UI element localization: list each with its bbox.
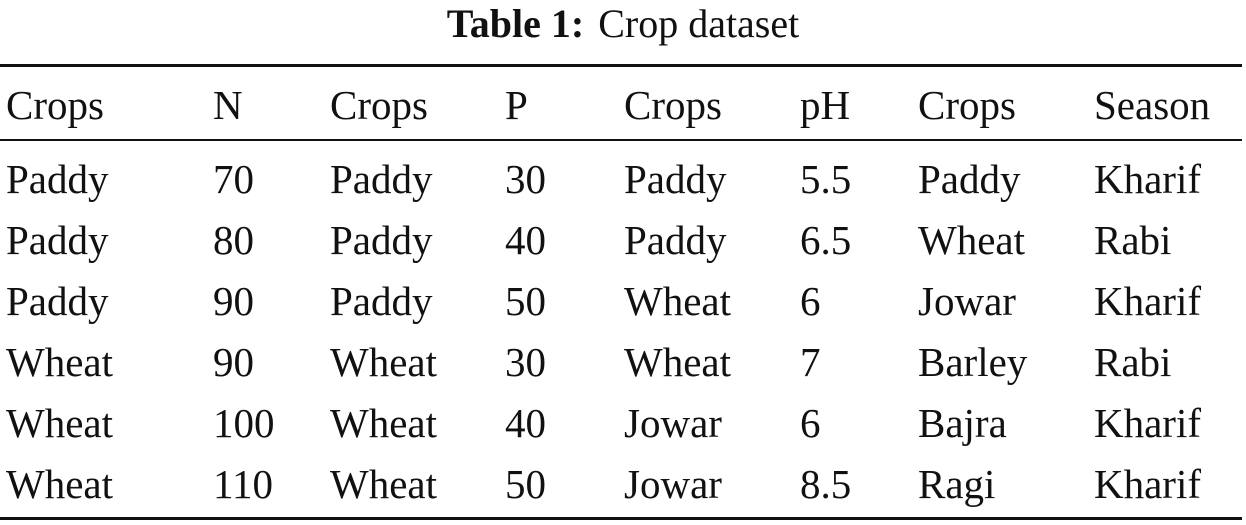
- bottom-rule: [0, 517, 1242, 520]
- table-cell: Paddy: [624, 155, 727, 202]
- table-cell: Rabi: [1094, 216, 1172, 263]
- table-cell: 100: [213, 399, 275, 446]
- column-header: pH: [800, 82, 851, 128]
- table-cell: Barley: [918, 338, 1028, 385]
- table-cell: Jowar: [624, 399, 722, 446]
- table-cell: Wheat: [624, 338, 731, 385]
- table-row: Wheat 110 Wheat 50 Jowar 8.5 Ragi Kharif: [0, 453, 1244, 514]
- table-cell: 40: [505, 216, 546, 263]
- table-cell: Wheat: [624, 277, 731, 324]
- table-cell: Jowar: [918, 277, 1016, 324]
- table-cell: Paddy: [6, 277, 109, 324]
- column-header: Season: [1094, 82, 1211, 128]
- column-header: Crops: [330, 82, 428, 128]
- table-cell: 7: [800, 338, 821, 385]
- column-header: Crops: [624, 82, 722, 128]
- table-cell: 8.5: [800, 460, 852, 507]
- table-cell: 5.5: [800, 155, 852, 202]
- table-header-row: Crops N Crops P Crops pH Crops Season: [0, 70, 1244, 140]
- table-row: Paddy 90 Paddy 50 Wheat 6 Jowar Kharif: [0, 270, 1244, 331]
- table-cell: 70: [213, 155, 254, 202]
- table-cell: 40: [505, 399, 546, 446]
- table-cell: 90: [213, 338, 254, 385]
- column-header: P: [505, 82, 528, 128]
- table-cell: Jowar: [624, 460, 722, 507]
- table-cell: Wheat: [6, 399, 113, 446]
- table-caption: Table 1: Crop dataset: [0, 0, 1246, 48]
- top-rule: [0, 64, 1242, 67]
- table-cell: Paddy: [6, 216, 109, 263]
- table-cell: Paddy: [6, 155, 109, 202]
- table-cell: Paddy: [330, 277, 433, 324]
- table-cell: 30: [505, 155, 546, 202]
- table-cell: Kharif: [1094, 399, 1202, 446]
- table-cell: Paddy: [330, 216, 433, 263]
- table-cell: Kharif: [1094, 460, 1202, 507]
- table-cell: Bajra: [918, 399, 1007, 446]
- table-row: Paddy 80 Paddy 40 Paddy 6.5 Wheat Rabi: [0, 209, 1244, 270]
- table-cell: 50: [505, 460, 546, 507]
- table-cell: 90: [213, 277, 254, 324]
- table-caption-text: Crop dataset: [598, 1, 800, 46]
- table-cell: Wheat: [6, 460, 113, 507]
- table-cell: 110: [213, 460, 273, 507]
- table-cell: Wheat: [6, 338, 113, 385]
- table-cell: Wheat: [330, 460, 437, 507]
- table-cell: 80: [213, 216, 254, 263]
- column-header: N: [213, 82, 243, 128]
- table-cell: Paddy: [624, 216, 727, 263]
- table-cell: 50: [505, 277, 546, 324]
- table-cell: 6: [800, 277, 821, 324]
- table-row: Paddy 70 Paddy 30 Paddy 5.5 Paddy Kharif: [0, 140, 1244, 209]
- table-cell: 6: [800, 399, 821, 446]
- table-cell: Paddy: [330, 155, 433, 202]
- table-cell: Kharif: [1094, 277, 1202, 324]
- crop-dataset-table: Crops N Crops P Crops pH Crops Season Pa…: [0, 70, 1244, 514]
- column-header: Crops: [6, 82, 104, 128]
- table-cell: 6.5: [800, 216, 852, 263]
- table-cell: Wheat: [330, 338, 437, 385]
- table-cell: Rabi: [1094, 338, 1172, 385]
- column-header: Crops: [918, 82, 1016, 128]
- table-row: Wheat 90 Wheat 30 Wheat 7 Barley Rabi: [0, 331, 1244, 392]
- header-rule: [0, 139, 1242, 141]
- table-cell: 30: [505, 338, 546, 385]
- table-cell: Paddy: [918, 155, 1021, 202]
- table-cell: Kharif: [1094, 155, 1202, 202]
- table-cell: Wheat: [330, 399, 437, 446]
- table-cell: Wheat: [918, 216, 1025, 263]
- table-row: Wheat 100 Wheat 40 Jowar 6 Bajra Kharif: [0, 392, 1244, 453]
- table-cell: Ragi: [918, 460, 996, 507]
- table-caption-label: Table 1:: [446, 1, 585, 46]
